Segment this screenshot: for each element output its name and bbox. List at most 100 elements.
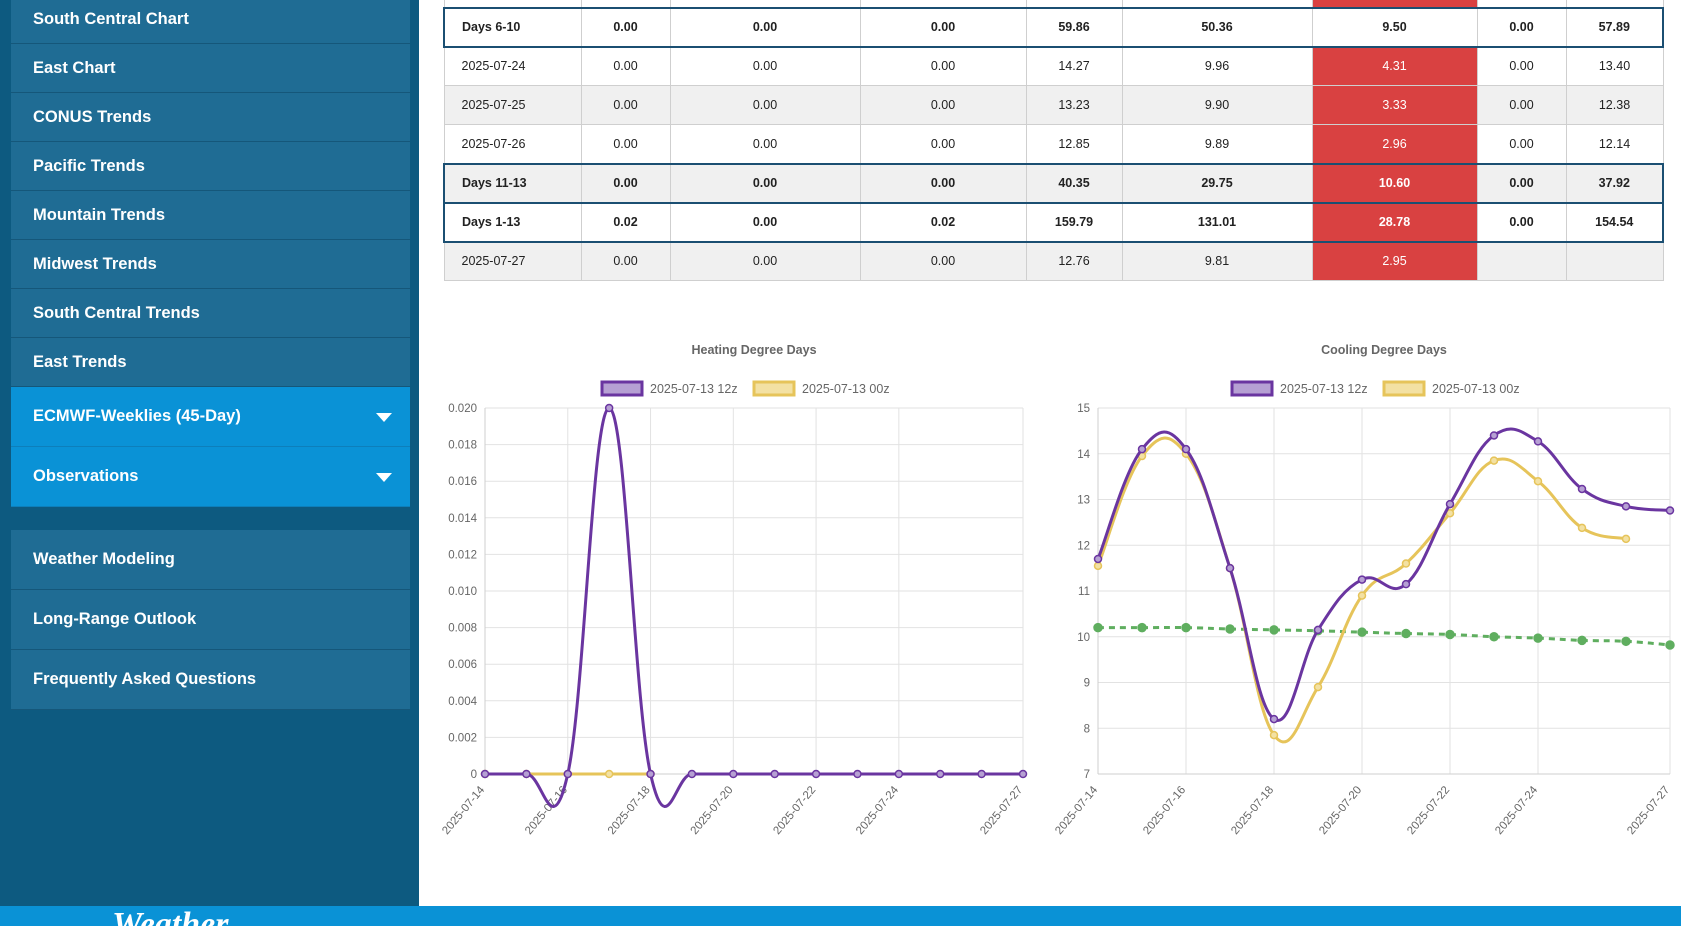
table-row: 2025-07-24 0.00 0.00 0.00 14.27 9.96 4.31 0.00 1… bbox=[443, 46, 1664, 86]
x-tick-label: 2025-07-24 bbox=[854, 784, 901, 837]
table-cell: 29.75 bbox=[1121, 162, 1313, 204]
table-cell: 154.54 bbox=[1565, 201, 1664, 243]
series-line bbox=[1096, 427, 1671, 722]
y-tick-label: 0 bbox=[471, 769, 477, 781]
legend-label: 2025-07-13 00z bbox=[802, 382, 890, 396]
sidebar-item-faq[interactable]: Frequently Asked Questions bbox=[11, 650, 410, 710]
table-cell: 4.31 bbox=[1311, 46, 1478, 86]
table-cell: 50.36 bbox=[1121, 6, 1313, 48]
data-point bbox=[1665, 640, 1675, 650]
table-cell: 3.33 bbox=[1311, 85, 1478, 125]
data-point bbox=[1445, 629, 1455, 640]
data-point bbox=[1269, 714, 1279, 724]
data-point bbox=[1401, 579, 1411, 589]
sidebar-item-label: Frequently Asked Questions bbox=[33, 670, 257, 688]
data-point bbox=[1269, 730, 1279, 740]
table-cell: 0.00 bbox=[859, 124, 1027, 164]
data-point bbox=[977, 769, 986, 779]
data-point bbox=[1357, 627, 1367, 637]
y-tick-label: 13 bbox=[1077, 495, 1090, 507]
table-cell bbox=[669, 0, 861, 8]
table-cell: 0.00 bbox=[1476, 6, 1567, 48]
y-tick-label: 0.016 bbox=[448, 476, 477, 488]
data-point bbox=[729, 769, 738, 779]
bottom-banner: Weather bbox=[0, 906, 1681, 926]
sidebar-item-label: Pacific Trends bbox=[33, 156, 145, 175]
sidebar-item-label: East Trends bbox=[33, 352, 127, 371]
x-tick-label: 2025-07-22 bbox=[771, 784, 818, 837]
heating-degree-days-chart: Heating Degree Days 2025-07-13 12z 2025-07… bbox=[440, 343, 1028, 837]
table-cell: 0.00 bbox=[1476, 85, 1567, 125]
table-cell: 131.01 bbox=[1121, 201, 1313, 243]
y-tick-label: 9 bbox=[1084, 678, 1090, 690]
table-cell: 12.14 bbox=[1565, 124, 1664, 164]
sidebar-item-label: CONUS Trends bbox=[33, 107, 152, 126]
table-cell: 9.89 bbox=[1121, 124, 1313, 164]
table-cell: 0.00 bbox=[859, 241, 1027, 281]
table-cell: 37.92 bbox=[1565, 162, 1664, 204]
sidebar-item-label: South Central Chart bbox=[33, 9, 189, 28]
data-point bbox=[1313, 682, 1323, 692]
data-point bbox=[1577, 484, 1587, 494]
data-point bbox=[1401, 559, 1411, 568]
data-point bbox=[1269, 625, 1279, 635]
sidebar-dropdown-observations[interactable]: Observations bbox=[11, 447, 410, 507]
sidebar-item-mountain-trends[interactable]: Mountain Trends bbox=[11, 191, 410, 240]
data-point bbox=[1489, 431, 1499, 440]
sidebar-lower-list: Weather Modeling Long-Range Outlook Freq… bbox=[11, 530, 410, 710]
sidebar-item-south-central-chart[interactable]: South Central Chart bbox=[11, 0, 410, 44]
table-cell: 59.86 bbox=[1025, 6, 1123, 48]
sidebar-item-conus-trends[interactable]: CONUS Trends bbox=[11, 93, 410, 142]
data-point bbox=[1577, 523, 1587, 533]
data-point bbox=[1445, 499, 1455, 509]
sidebar-item-weather-modeling[interactable]: Weather Modeling bbox=[11, 530, 410, 590]
sidebar-item-long-range-outlook[interactable]: Long-Range Outlook bbox=[11, 590, 410, 650]
x-tick-label: 2025-07-27 bbox=[978, 784, 1025, 837]
table-cell bbox=[580, 0, 671, 8]
sidebar-item-label: Midwest Trends bbox=[33, 254, 157, 273]
y-tick-label: 0.018 bbox=[448, 440, 477, 452]
legend-swatch bbox=[600, 380, 644, 397]
caret-down-icon bbox=[376, 472, 392, 482]
data-point bbox=[1665, 506, 1675, 515]
main-content: Days 6-10 0.00 0.00 0.00 59.86 50.36 9.50 0.00 5… bbox=[419, 0, 1681, 906]
y-tick-label: 0.020 bbox=[448, 403, 477, 415]
sidebar-dropdown-ecmwf-weeklies[interactable]: ECMWF-Weeklies (45-Day) bbox=[11, 387, 410, 447]
table-cell: 9.81 bbox=[1121, 241, 1313, 281]
table-cell bbox=[1565, 241, 1664, 281]
table-cell: 2.96 bbox=[1311, 124, 1478, 164]
table-cell: 0.00 bbox=[859, 162, 1027, 204]
table-cell: 28.78 bbox=[1311, 201, 1478, 243]
table-cell: 0.00 bbox=[1476, 162, 1567, 204]
table-cell: Days 11-13 bbox=[443, 162, 582, 204]
legend-swatch bbox=[752, 380, 796, 397]
table-cell: 13.40 bbox=[1565, 46, 1664, 86]
table-cell: 0.00 bbox=[1476, 201, 1567, 243]
caret-down-icon bbox=[376, 412, 392, 422]
table-cell: 0.00 bbox=[669, 201, 861, 243]
sidebar-item-south-central-trends[interactable]: South Central Trends bbox=[11, 289, 410, 338]
sidebar-item-east-trends[interactable]: East Trends bbox=[11, 338, 410, 387]
x-tick-label: 2025-07-20 bbox=[689, 784, 736, 837]
x-tick-label: 2025-07-14 bbox=[1053, 784, 1100, 837]
y-tick-label: 7 bbox=[1084, 769, 1090, 781]
x-tick-label: 2025-07-16 bbox=[1141, 784, 1188, 837]
table-row: Days 11-13 0.00 0.00 0.00 40.35 29.75 10.60 0.0… bbox=[443, 162, 1664, 204]
table-cell: 0.00 bbox=[669, 162, 861, 204]
table-cell: 0.00 bbox=[580, 85, 671, 125]
sidebar-item-pacific-trends[interactable]: Pacific Trends bbox=[11, 142, 410, 191]
y-tick-label: 0.008 bbox=[448, 623, 477, 635]
table-cell: 10.60 bbox=[1311, 162, 1478, 204]
y-tick-label: 12 bbox=[1077, 540, 1090, 552]
data-point bbox=[604, 403, 614, 413]
table-cell: 0.00 bbox=[669, 6, 861, 48]
sidebar-item-east-chart[interactable]: East Chart bbox=[11, 44, 410, 93]
sidebar-item-midwest-trends[interactable]: Midwest Trends bbox=[11, 240, 410, 289]
table-cell: 0.00 bbox=[669, 46, 861, 86]
data-point bbox=[1018, 769, 1028, 779]
table-cell: 0.00 bbox=[580, 46, 671, 86]
data-point bbox=[1489, 632, 1499, 642]
data-point bbox=[935, 769, 945, 779]
y-tick-label: 0.006 bbox=[448, 659, 477, 671]
data-point bbox=[1401, 628, 1411, 639]
